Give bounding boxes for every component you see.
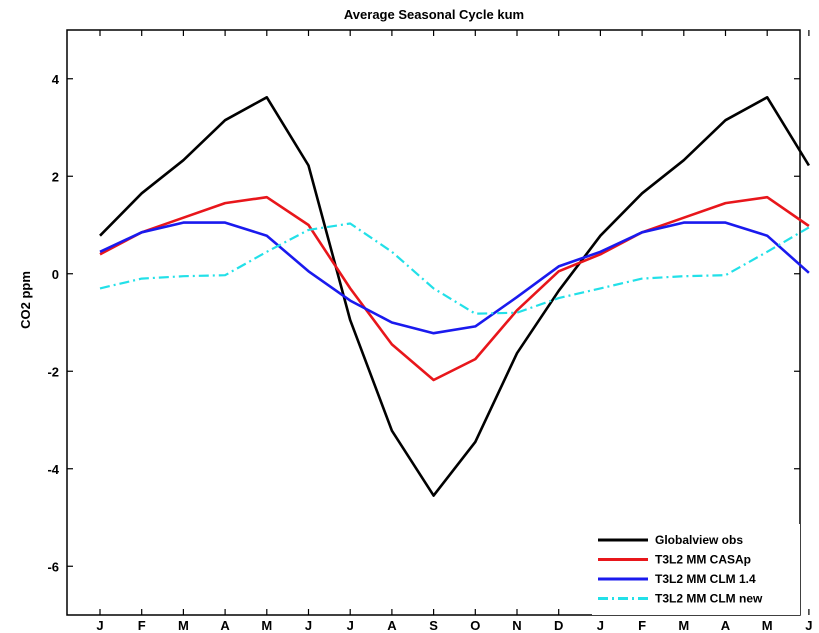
x-tick-label: M: [762, 618, 773, 633]
x-tick-label: O: [470, 618, 480, 633]
y-axis-label: CO2 ppm: [18, 271, 33, 329]
chart-title: Average Seasonal Cycle kum: [344, 7, 524, 22]
y-tick-label: -4: [47, 462, 59, 477]
x-tick-label: J: [96, 618, 103, 633]
x-tick-label: D: [554, 618, 563, 633]
y-tick-label: -6: [47, 559, 59, 574]
x-tick-label: S: [429, 618, 438, 633]
legend: Globalview obs T3L2 MM CASAp T3L2 MM CLM 1…: [592, 524, 800, 615]
x-tick-label: J: [597, 618, 604, 633]
x-tick-label: F: [138, 618, 146, 633]
legend-entry-label: Globalview obs: [655, 533, 743, 547]
x-tick-label: J: [805, 618, 812, 633]
x-tick-label: A: [721, 618, 731, 633]
x-tick-label: J: [347, 618, 354, 633]
y-tick-label: -2: [47, 364, 59, 379]
legend-entry-label: T3L2 MM CASAp: [655, 553, 751, 567]
x-tick-label: M: [678, 618, 689, 633]
series-line-t3l2-mm-casap: [99, 195, 810, 382]
legend-entry-label: T3L2 MM CLM new: [655, 592, 763, 606]
x-tick-label: M: [261, 618, 272, 633]
x-tick-label: A: [387, 618, 397, 633]
y-tick-label: 0: [52, 267, 59, 282]
series-line-t3l2-mm-clm-new: [99, 222, 810, 315]
y-tick-label: 2: [52, 169, 59, 184]
x-tick-label: F: [638, 618, 646, 633]
series-lines: [99, 96, 811, 497]
x-tick-label: A: [220, 618, 230, 633]
legend-entry-label: T3L2 MM CLM 1.4: [655, 572, 756, 586]
series-line-globalview-obs: [99, 96, 811, 497]
x-tick-label: M: [178, 618, 189, 633]
axis-ticks: -6 -4 -2 0 2 4 J F M A M J J A S O N D J F M A M J: [47, 30, 813, 633]
y-tick-label: 4: [52, 72, 60, 87]
x-tick-label: N: [512, 618, 521, 633]
series-line-t3l2-mm-clm-1-4: [99, 221, 810, 335]
x-tick-label: J: [305, 618, 312, 633]
